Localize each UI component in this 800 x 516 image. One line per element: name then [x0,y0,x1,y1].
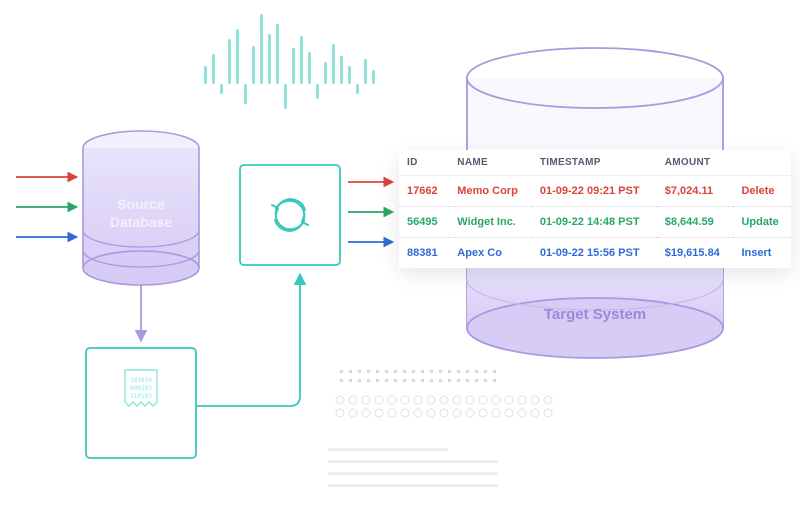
table-row: 17662Memo Corp01-09-22 09:21 PST$7,024.1… [399,176,791,207]
col-name: NAME [449,150,532,176]
inbound-arrows-icon [16,177,76,237]
target-system-label-text: Target System [544,306,646,323]
waveform-icon [204,14,375,109]
cell-amount: $19,615.84 [657,238,734,269]
svg-text:101010: 101010 [130,377,152,384]
connector-log-to-sync [196,275,300,406]
source-database-icon [83,131,199,285]
svg-text:000101: 000101 [130,385,152,392]
col-action [733,150,791,176]
source-database-label: SourceDatabase [86,196,196,231]
cell-id: 88381 [399,238,449,269]
outbound-arrows-icon [348,182,392,242]
cell-action: Insert [733,238,791,269]
cell-name: Memo Corp [449,176,532,207]
cell-action: Update [733,207,791,238]
cell-timestamp: 01-09-22 09:21 PST [532,176,657,207]
cell-action: Delete [733,176,791,207]
cell-id: 17662 [399,176,449,207]
table-row: 88381Apex Co01-09-22 15:56 PST$19,615.84… [399,238,791,269]
col-amount: AMOUNT [657,150,734,176]
table-row: 56495Widget Inc.01-09-22 14:48 PST$8,644… [399,207,791,238]
cell-timestamp: 01-09-22 14:48 PST [532,207,657,238]
col-id: ID [399,150,449,176]
col-timestamp: TIMESTAMP [532,150,657,176]
table-header-row: ID NAME TIMESTAMP AMOUNT [399,150,791,176]
cell-name: Widget Inc. [449,207,532,238]
decor-squares-icon [340,370,496,382]
source-database-label-text: SourceDatabase [110,196,172,230]
data-table: ID NAME TIMESTAMP AMOUNT 17662Memo Corp0… [399,150,791,268]
log-box-icon: 101010 000101 110101 [86,348,196,458]
decor-lines-icon [328,448,498,487]
cell-id: 56495 [399,207,449,238]
cell-timestamp: 01-09-22 15:56 PST [532,238,657,269]
cell-amount: $7,024.11 [657,176,734,207]
decor-circles-icon [336,396,552,417]
svg-text:110101: 110101 [130,393,152,400]
sync-box-icon [240,165,340,265]
target-system-label: Target System [500,306,690,323]
cell-amount: $8,644.59 [657,207,734,238]
cell-name: Apex Co [449,238,532,269]
